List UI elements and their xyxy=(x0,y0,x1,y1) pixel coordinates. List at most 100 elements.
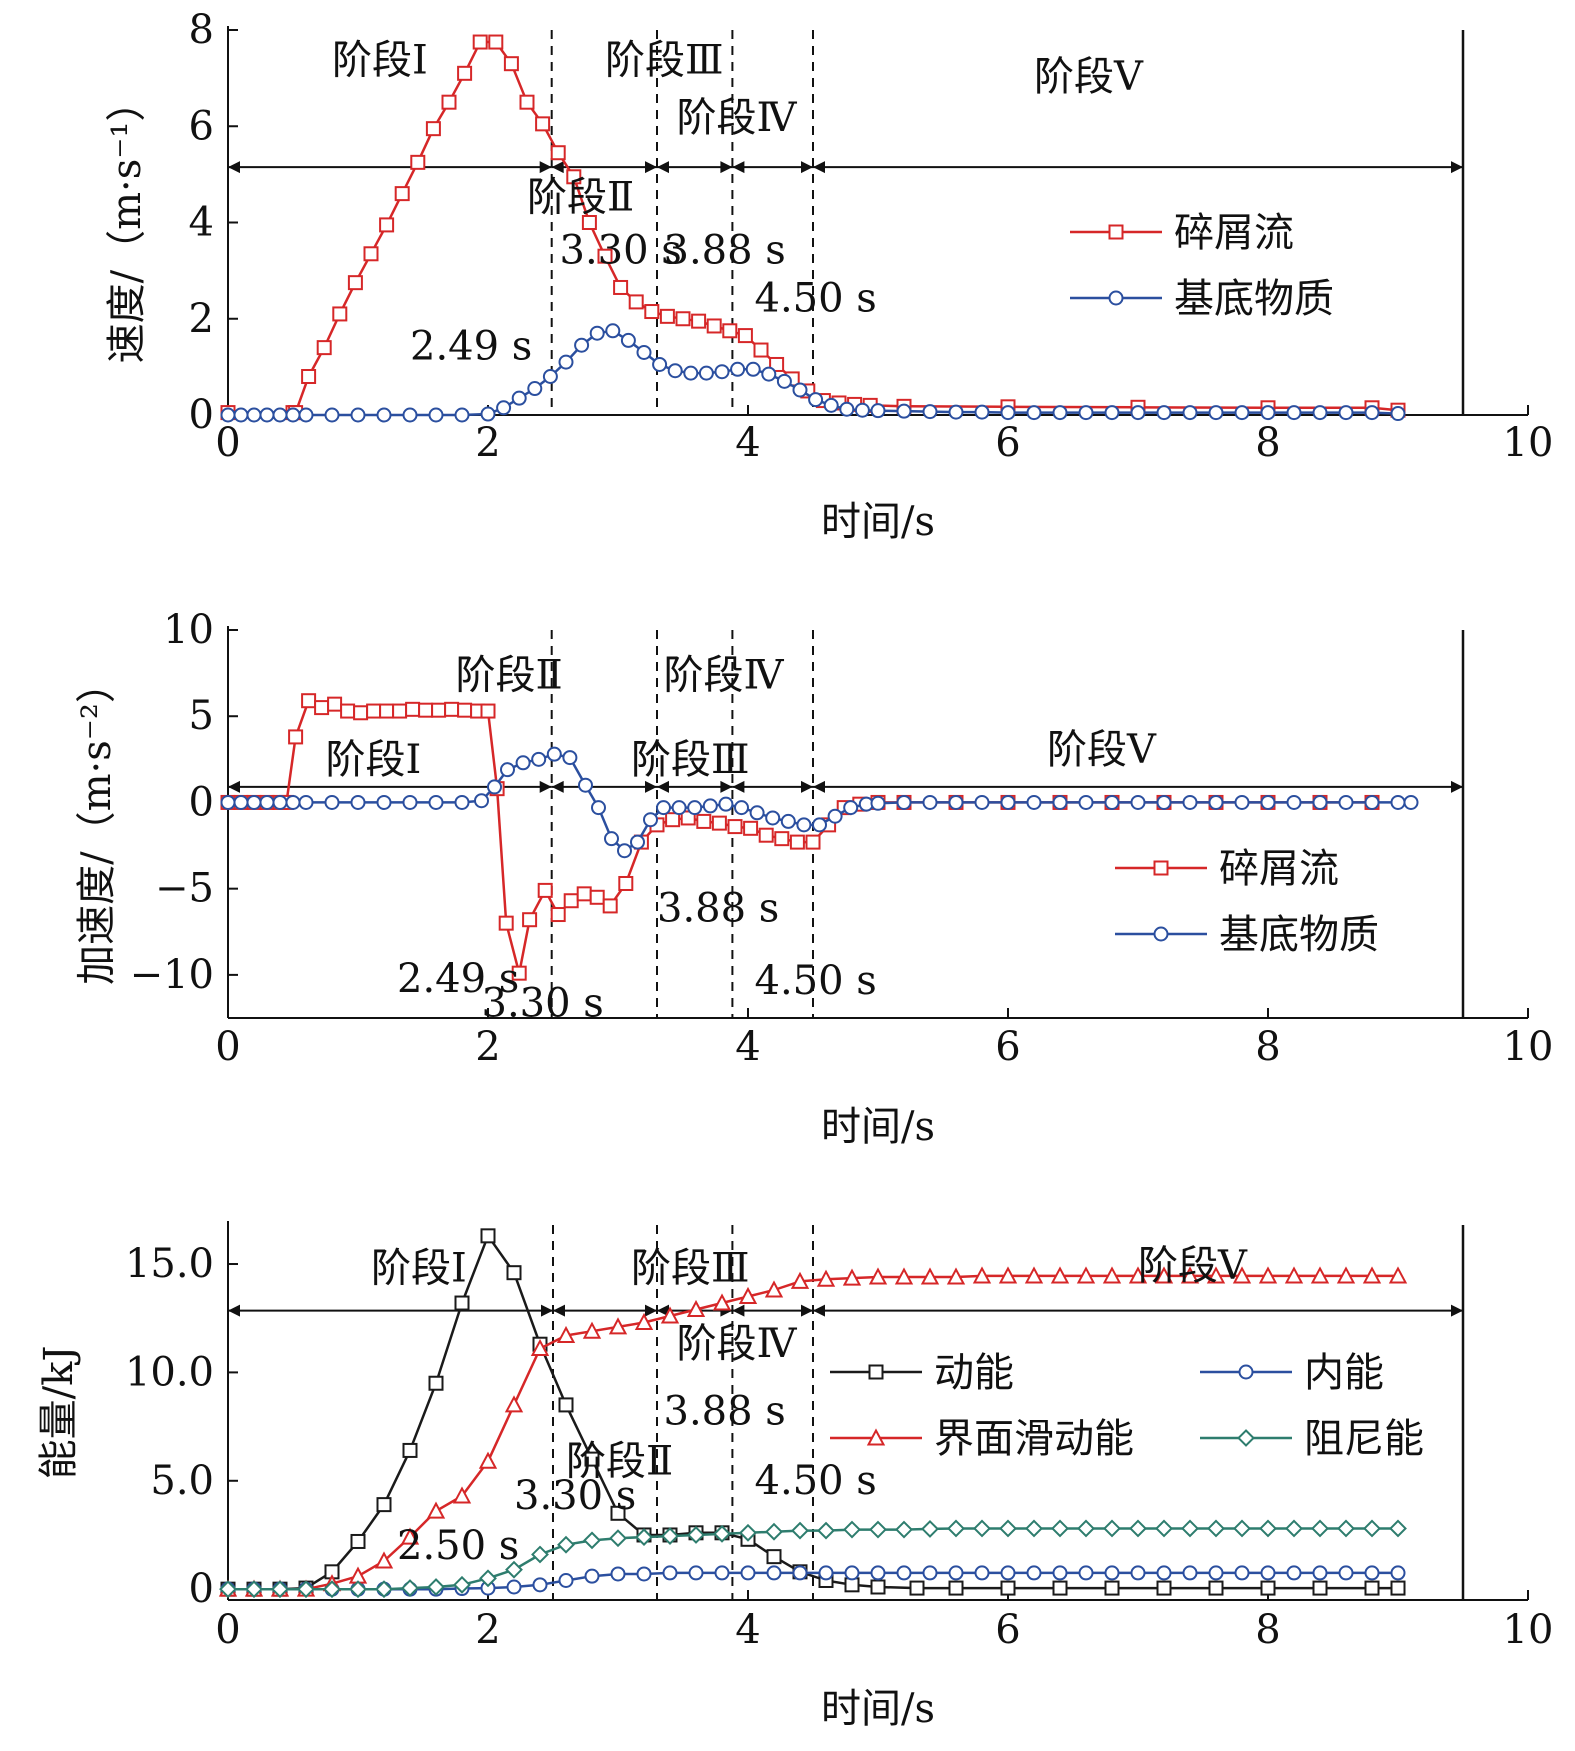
data-point xyxy=(896,403,912,419)
data-point xyxy=(713,1524,731,1543)
legend-marker xyxy=(1238,1364,1254,1380)
data-point xyxy=(1052,1565,1068,1581)
x-tick-label: 6 xyxy=(995,1024,1020,1070)
arrow-head xyxy=(551,780,564,793)
data-point xyxy=(974,404,990,420)
internal-energy-line xyxy=(228,1571,1398,1591)
y-tick-label: 0 xyxy=(189,1566,214,1612)
legend-item: 碎屑流 xyxy=(1115,846,1339,892)
data-point xyxy=(1024,1266,1044,1284)
y-tick-label: 5 xyxy=(189,693,214,739)
data-point xyxy=(1208,1565,1224,1581)
legend-label: 界面滑动能 xyxy=(934,1416,1134,1462)
data-point xyxy=(652,356,668,372)
data-point xyxy=(1260,405,1276,421)
data-point xyxy=(764,1280,784,1298)
data-point xyxy=(1232,1266,1252,1284)
data-point xyxy=(597,248,613,264)
data-point xyxy=(531,751,547,767)
legend-item: 基底物质 xyxy=(1070,276,1334,322)
data-point xyxy=(998,1266,1018,1284)
data-point xyxy=(1078,794,1094,810)
legend-label: 基底物质 xyxy=(1219,912,1379,958)
arrow-head xyxy=(228,1304,240,1317)
data-point xyxy=(749,805,765,821)
data-point xyxy=(259,407,275,423)
data-point xyxy=(1312,794,1328,810)
legend-label: 碎屑流 xyxy=(1219,846,1339,892)
data-point xyxy=(895,1520,913,1539)
time-label: 2.49 s xyxy=(397,956,519,1002)
data-point xyxy=(921,1519,939,1538)
data-point xyxy=(1128,1266,1148,1284)
time-label: 3.30 s xyxy=(482,980,604,1026)
legend-marker xyxy=(1153,926,1169,942)
data-point xyxy=(972,1266,992,1284)
data-point xyxy=(774,831,790,847)
damping-energy-line xyxy=(228,1527,1398,1591)
damping-energy-series xyxy=(219,1519,1407,1599)
arrow-head xyxy=(732,780,745,793)
data-point xyxy=(1104,794,1120,810)
data-point xyxy=(791,1521,809,1540)
data-point xyxy=(1052,405,1068,421)
y-tick-label: −10 xyxy=(130,952,214,998)
data-point xyxy=(487,779,502,795)
arrow-head xyxy=(801,1304,813,1317)
legend-label: 内能 xyxy=(1304,1350,1384,1396)
data-point xyxy=(635,1528,653,1547)
data-point xyxy=(712,1293,732,1311)
arrow-head xyxy=(732,1304,745,1317)
data-point xyxy=(671,800,687,816)
data-point xyxy=(1130,1565,1146,1581)
data-point xyxy=(1403,794,1419,810)
x-tick-label: 8 xyxy=(1255,420,1280,466)
x-tick-label: 10 xyxy=(1503,420,1554,466)
data-point xyxy=(1260,794,1276,810)
data-point xyxy=(453,1575,471,1594)
stage-label: 阶段Ⅴ xyxy=(1047,727,1157,773)
data-point xyxy=(628,294,644,310)
arrow-head xyxy=(813,161,825,174)
data-point xyxy=(480,1228,496,1244)
data-point xyxy=(402,1442,418,1458)
data-point xyxy=(506,1579,522,1595)
data-point xyxy=(743,820,759,836)
time-label: 3.30 s xyxy=(514,1473,636,1519)
x-tick-label: 2 xyxy=(475,420,500,466)
data-point xyxy=(531,1545,549,1564)
data-point xyxy=(839,401,855,417)
stage-label: 阶段Ⅲ xyxy=(631,1245,750,1291)
arrow-head xyxy=(801,780,813,793)
arrow-head xyxy=(1451,780,1463,793)
data-point xyxy=(428,1375,444,1391)
data-point xyxy=(870,1565,886,1581)
data-point xyxy=(426,1501,446,1519)
data-point xyxy=(630,834,645,850)
data-point xyxy=(582,1321,602,1339)
data-point xyxy=(854,402,870,418)
data-point xyxy=(392,703,408,719)
data-point xyxy=(1156,1580,1172,1596)
time-label: 3.88 s xyxy=(657,885,779,931)
data-point xyxy=(558,1572,574,1588)
time-label: 3.30 s xyxy=(560,227,682,273)
data-point xyxy=(665,812,681,828)
data-point xyxy=(457,65,473,81)
legend-label: 动能 xyxy=(934,1350,1014,1396)
data-point xyxy=(769,356,785,372)
data-point xyxy=(1052,794,1068,810)
data-point xyxy=(511,390,527,406)
data-point xyxy=(718,796,734,812)
data-point xyxy=(765,810,781,826)
data-point xyxy=(973,1519,991,1538)
data-point xyxy=(1050,1266,1070,1284)
y-tick-label: 2 xyxy=(189,296,214,342)
data-point xyxy=(1156,1565,1172,1581)
interface-sliding-energy-line xyxy=(228,1274,1398,1591)
data-point xyxy=(922,1565,938,1581)
data-point xyxy=(620,332,636,348)
stage-label: 阶段Ⅴ xyxy=(1138,1243,1248,1289)
